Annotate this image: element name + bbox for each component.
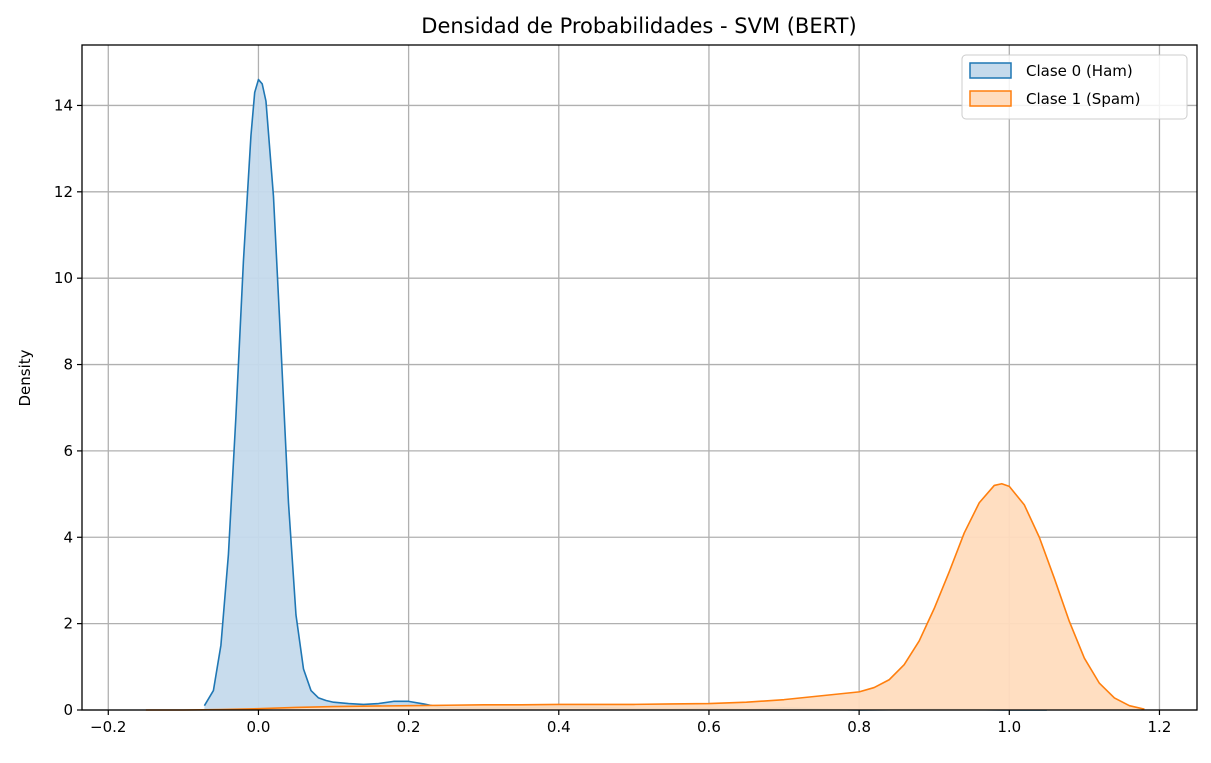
x-tick-label: 0.8 bbox=[847, 718, 871, 736]
y-tick-label: 8 bbox=[63, 356, 73, 374]
legend-label: Clase 1 (Spam) bbox=[1026, 90, 1141, 108]
legend: Clase 0 (Ham) Clase 1 (Spam) bbox=[961, 54, 1188, 120]
y-tick-label: 2 bbox=[63, 615, 73, 633]
density-area-series-0 bbox=[204, 79, 1047, 711]
y-tick-label: 4 bbox=[63, 528, 73, 546]
x-axis: −0.2 0.0 0.2 0.4 0.6 0.8 1.0 1.2 bbox=[90, 710, 1171, 736]
legend-frame bbox=[961, 54, 1188, 120]
y-axis: 0 2 4 6 8 10 12 14 bbox=[54, 96, 82, 719]
y-axis-label: Density bbox=[16, 349, 34, 406]
legend-label: Clase 0 (Ham) bbox=[1026, 62, 1133, 80]
x-tick-label: 0.4 bbox=[547, 718, 571, 736]
density-area-series-1 bbox=[145, 483, 1145, 710]
density-line-series-0 bbox=[203, 78, 1047, 711]
x-tick-label: 0.0 bbox=[247, 718, 271, 736]
axes-frame bbox=[81, 44, 1198, 711]
x-tick-label: −0.2 bbox=[90, 718, 126, 736]
x-tick-label: 1.0 bbox=[997, 718, 1021, 736]
x-tick-label: 0.2 bbox=[397, 718, 421, 736]
y-tick-label: 14 bbox=[54, 96, 73, 114]
legend-swatch bbox=[969, 90, 1012, 107]
series-layer bbox=[145, 78, 1145, 711]
density-line-series-1 bbox=[145, 482, 1145, 711]
y-tick-label: 0 bbox=[63, 701, 73, 719]
y-tick-label: 12 bbox=[54, 183, 73, 201]
y-tick-label: 6 bbox=[63, 442, 73, 460]
legend-swatch bbox=[969, 62, 1012, 79]
x-tick-label: 1.2 bbox=[1148, 718, 1172, 736]
chart-title: Densidad de Probabilidades - SVM (BERT) bbox=[421, 14, 856, 38]
x-tick-label: 0.6 bbox=[697, 718, 721, 736]
y-tick-label: 10 bbox=[54, 269, 73, 287]
